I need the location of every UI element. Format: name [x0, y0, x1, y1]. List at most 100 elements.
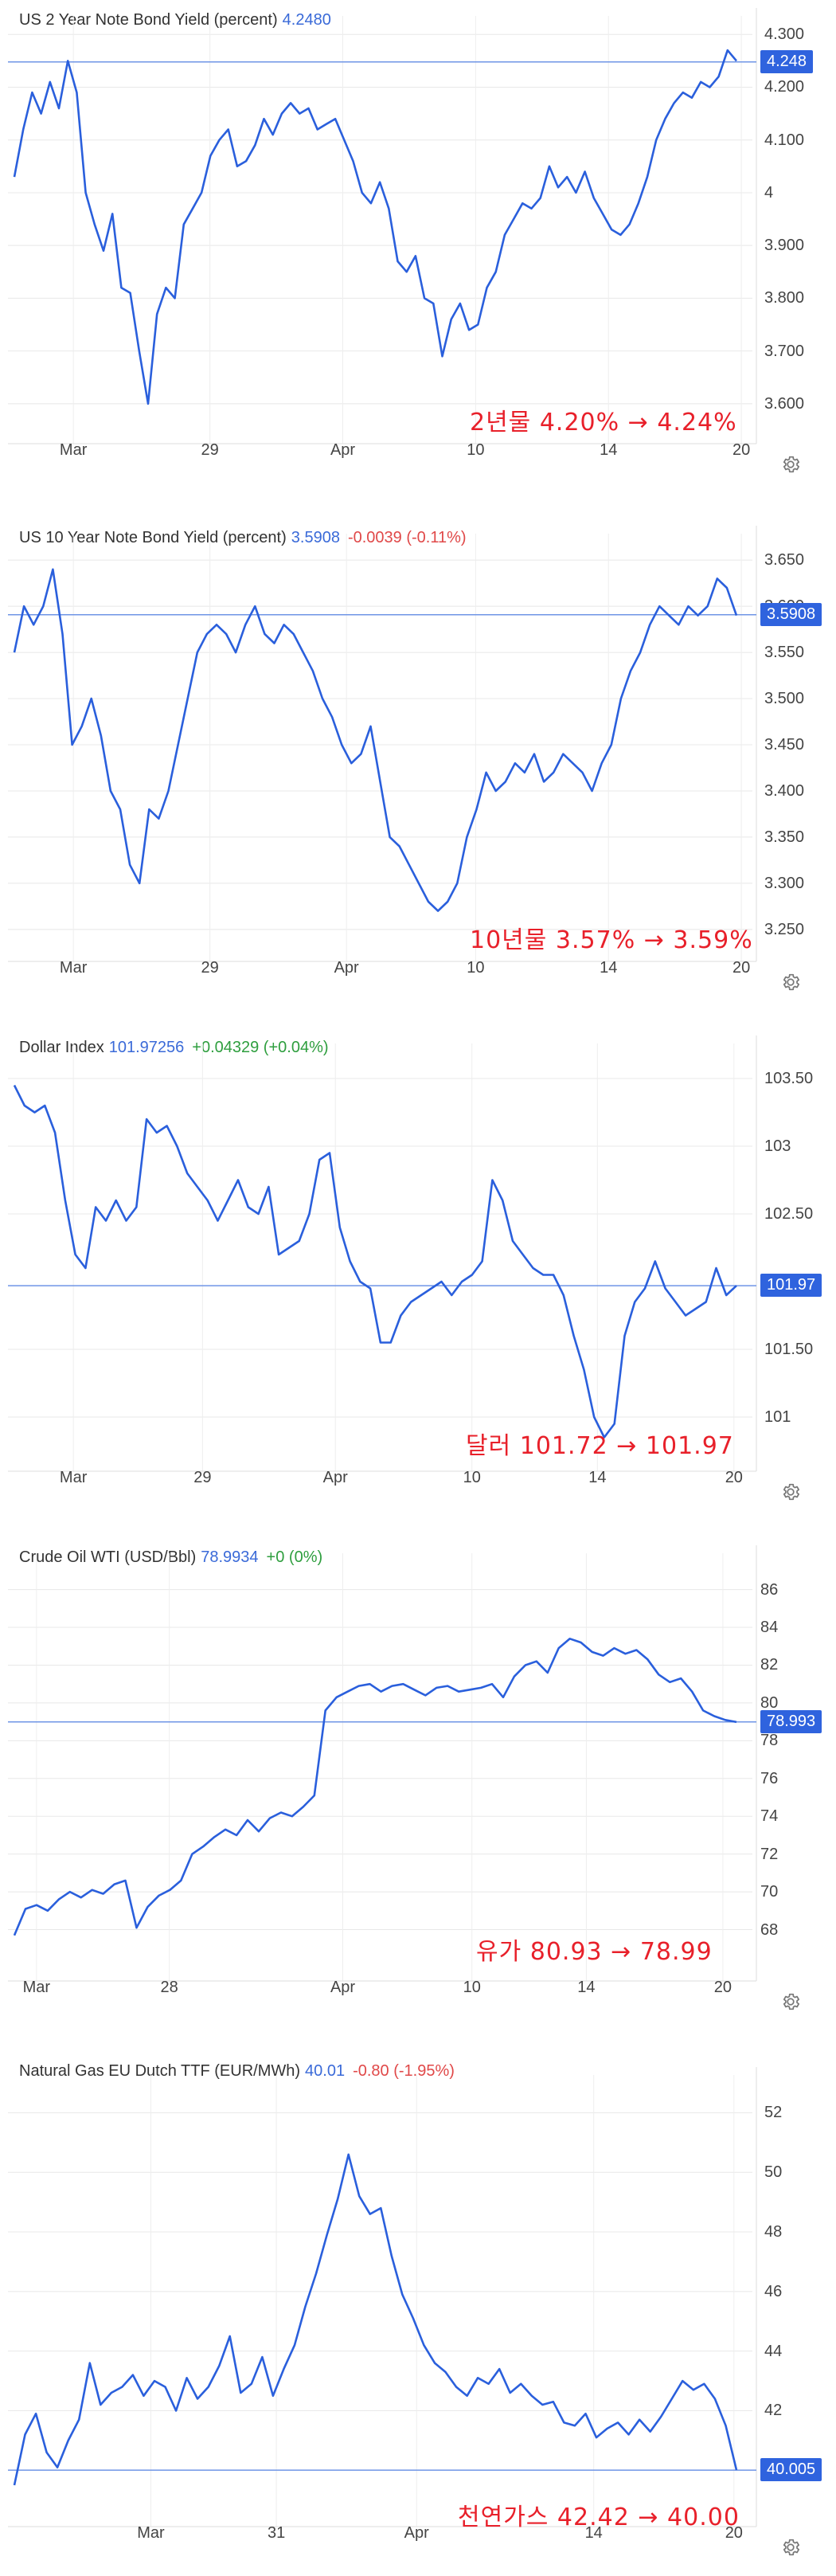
y-tick-label: 80 — [760, 1693, 779, 1712]
line-chart[interactable] — [0, 518, 836, 1012]
y-tick-label: 44 — [764, 2342, 783, 2360]
x-tick-label: 20 — [732, 441, 751, 459]
x-tick-label: 14 — [577, 1979, 596, 1996]
x-tick-label: Apr — [330, 441, 356, 459]
series-line — [13, 1638, 737, 1936]
line-chart[interactable] — [0, 2051, 836, 2576]
y-tick-label: 101 — [764, 1408, 791, 1426]
chart-panel: Crude Oil WTI (USD/Bbl) 78.9934 +0 (0%) 86 8… — [0, 1537, 836, 2031]
x-tick-label: Apr — [330, 1979, 356, 1996]
y-tick-label: 68 — [760, 1920, 779, 1939]
change-value: +0.04329 (+0.04%) — [192, 1039, 329, 1056]
y-tick-label: 3.900 — [764, 237, 805, 255]
y-tick-label: 76 — [760, 1769, 779, 1787]
chart-title: Crude Oil WTI (USD/Bbl) 78.9934 +0 (0%) — [19, 1548, 322, 1567]
x-tick-label: 10 — [467, 959, 485, 977]
chart-title: Natural Gas EU Dutch TTF (EUR/MWh) 40.01-… — [19, 2062, 455, 2081]
line-chart[interactable] — [0, 1028, 836, 1521]
y-tick-label: 4.300 — [764, 25, 805, 44]
change-annotation: 2년물 4.20% → 4.24% — [470, 409, 737, 437]
x-tick-label: 20 — [732, 959, 751, 977]
y-tick-label: 72 — [760, 1845, 779, 1863]
y-tick-label: 4.200 — [764, 78, 805, 96]
x-tick-label: 14 — [584, 2524, 603, 2542]
chart-title-text: US 10 Year Note Bond Yield (percent) — [19, 529, 287, 546]
chart-panel: Natural Gas EU Dutch TTF (EUR/MWh) 40.01-… — [0, 2051, 836, 2576]
y-tick-label: 3.500 — [764, 690, 805, 708]
gear-icon[interactable] — [780, 1991, 801, 2012]
y-tick-label: 3.800 — [764, 289, 805, 307]
y-tick-label: 42 — [764, 2402, 783, 2420]
x-tick-label: 29 — [201, 959, 219, 977]
y-tick-label: 3.400 — [764, 781, 805, 800]
line-chart[interactable] — [0, 0, 836, 494]
x-tick-label: 29 — [201, 441, 219, 459]
x-tick-label: Apr — [404, 2524, 429, 2542]
change-annotation: 천연가스 42.42 → 40.00 — [458, 2504, 740, 2531]
y-tick-label: 50 — [764, 2163, 783, 2182]
y-tick-label: 3.350 — [764, 828, 805, 846]
change-annotation: 달러 101.72 → 101.97 — [466, 1432, 734, 1460]
change-value: -0.0039 (-0.11%) — [347, 529, 467, 546]
y-tick-label: 103.50 — [764, 1070, 814, 1087]
y-tick-label: 3.700 — [764, 342, 805, 360]
y-tick-label: 52 — [764, 2104, 783, 2122]
line-chart[interactable] — [0, 1537, 836, 2031]
current-value-badge: 4.248 — [760, 49, 814, 73]
x-tick-label: 10 — [463, 1469, 481, 1486]
chart-title: US 10 Year Note Bond Yield (percent) 3.59… — [19, 529, 467, 547]
chart-panel: US 2 Year Note Bond Yield (percent) 4.248… — [0, 0, 836, 494]
y-tick-label: 48 — [764, 2223, 783, 2241]
y-tick-label: 3.600 — [764, 394, 805, 413]
gear-icon[interactable] — [780, 1482, 801, 1502]
y-tick-label: 101.50 — [764, 1341, 814, 1358]
x-tick-label: Apr — [322, 1469, 348, 1486]
y-tick-label: 82 — [760, 1656, 779, 1674]
y-tick-label: 86 — [760, 1580, 779, 1599]
x-tick-label: 29 — [193, 1469, 212, 1486]
gear-icon[interactable] — [780, 2537, 801, 2558]
change-annotation: 유가 80.93 → 78.99 — [476, 1938, 713, 1966]
y-tick-label: 102.50 — [764, 1205, 814, 1223]
chart-title-text: Natural Gas EU Dutch TTF (EUR/MWh) — [19, 2062, 301, 2080]
current-value: 78.9934 — [201, 1548, 259, 1566]
gear-icon[interactable] — [780, 972, 801, 992]
gear-icon[interactable] — [780, 454, 801, 475]
x-tick-label: 14 — [600, 441, 618, 459]
chart-title-text: Crude Oil WTI (USD/Bbl) — [19, 1548, 197, 1566]
y-tick-label: 3.300 — [764, 874, 805, 892]
current-value-badge: 78.993 — [760, 1709, 822, 1733]
current-value: 101.97256 — [108, 1039, 185, 1056]
y-tick-label: 4.100 — [764, 131, 805, 149]
x-tick-label: 20 — [725, 1469, 743, 1486]
y-tick-label: 74 — [760, 1807, 779, 1826]
x-tick-label: Apr — [334, 959, 359, 977]
x-tick-label: Mar — [59, 1469, 88, 1486]
x-tick-label: 14 — [600, 959, 618, 977]
x-tick-label: 10 — [463, 1979, 481, 1996]
y-tick-label: 4 — [764, 183, 774, 202]
y-tick-label: 46 — [764, 2282, 783, 2300]
change-annotation: 10년물 3.57% → 3.59% — [470, 926, 753, 954]
y-tick-label: 103 — [764, 1137, 791, 1155]
current-value: 40.01 — [305, 2062, 346, 2080]
x-tick-label: Mar — [59, 959, 88, 977]
current-value: 4.2480 — [282, 11, 331, 29]
chart-panel: US 10 Year Note Bond Yield (percent) 3.59… — [0, 518, 836, 1012]
series-line — [13, 2153, 738, 2486]
x-tick-label: 28 — [160, 1979, 178, 1996]
current-value-badge: 40.005 — [760, 2458, 822, 2482]
y-tick-label: 3.650 — [764, 551, 805, 570]
chart-title: Dollar Index 101.97256 +0.04329 (+0.04%) — [19, 1039, 329, 1057]
y-tick-label: 78 — [760, 1732, 779, 1750]
y-tick-label: 3.450 — [764, 736, 805, 754]
y-tick-label: 70 — [760, 1883, 779, 1901]
current-value-badge: 101.97 — [760, 1274, 822, 1298]
chart-title-text: Dollar Index — [19, 1039, 104, 1056]
change-value: -0.80 (-1.95%) — [353, 2062, 455, 2080]
chart-panel: Dollar Index 101.97256 +0.04329 (+0.04%) 10… — [0, 1028, 836, 1521]
x-tick-label: 20 — [713, 1979, 732, 1996]
x-tick-label: Mar — [22, 1979, 51, 1996]
x-tick-label: 10 — [467, 441, 485, 459]
current-value-badge: 3.5908 — [760, 602, 822, 626]
